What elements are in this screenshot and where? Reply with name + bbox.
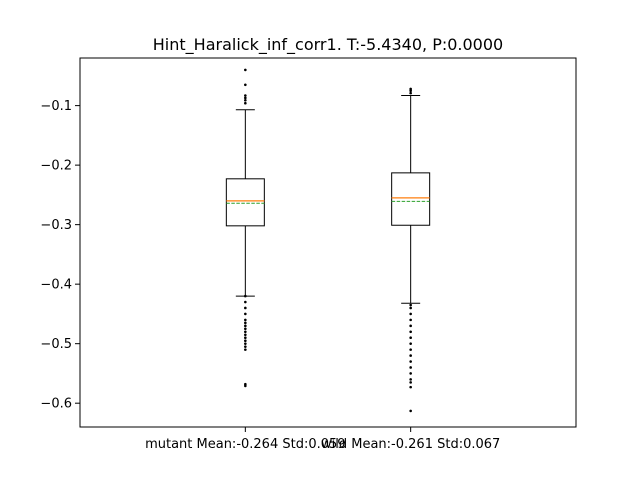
outlier-point <box>244 345 247 348</box>
outlier-point <box>244 306 247 310</box>
outlier-point <box>244 384 247 388</box>
outlier-point <box>409 330 412 334</box>
outlier-point <box>244 339 247 343</box>
outlier-point <box>409 89 412 93</box>
outlier-point <box>244 348 247 351</box>
y-tick-label: −0.3 <box>40 218 72 233</box>
outlier-point <box>409 381 412 384</box>
outlier-point <box>409 348 412 351</box>
y-tick-label: −0.6 <box>40 397 72 412</box>
outlier-point <box>244 318 247 322</box>
outlier-point <box>409 303 412 307</box>
outlier-point <box>409 306 412 310</box>
outlier-point <box>409 318 412 322</box>
outlier-point <box>409 372 412 375</box>
outlier-point <box>244 330 247 334</box>
y-tick-label: −0.1 <box>40 99 72 114</box>
outlier-point <box>244 101 247 105</box>
outlier-point <box>409 336 412 340</box>
y-tick-label: −0.4 <box>40 278 72 293</box>
outlier-point <box>409 342 412 345</box>
outlier-point <box>244 382 247 386</box>
outlier-point <box>244 321 247 325</box>
plot-area: −0.1 −0.2 −0.3 −0.4 −0.5 −0.6 mutant Mean:-0.2… <box>40 68 500 452</box>
outlier-point <box>409 354 412 357</box>
chart-title: Hint_Haralick_inf_corr1. T:-5.4340, P:0.… <box>153 35 503 55</box>
outlier-point <box>409 360 412 363</box>
iqr-box <box>225 178 265 227</box>
outlier-point <box>244 300 247 304</box>
outlier-point <box>244 94 247 97</box>
outlier-point <box>409 378 412 381</box>
y-tick-label: −0.5 <box>40 337 72 352</box>
outlier-point <box>244 98 247 102</box>
outlier-point <box>409 409 412 413</box>
outlier-point <box>409 91 412 95</box>
outlier-point <box>409 324 412 328</box>
outlier-point <box>244 96 247 100</box>
outlier-point <box>409 312 412 316</box>
outlier-point <box>244 83 247 87</box>
outlier-point <box>244 333 247 337</box>
outlier-point <box>409 385 412 389</box>
outlier-point <box>244 294 247 298</box>
outlier-point <box>244 324 247 328</box>
outlier-point <box>244 312 247 316</box>
iqr-box <box>391 172 431 226</box>
outlier-point <box>409 366 412 369</box>
outlier-point <box>244 68 247 72</box>
outlier-point <box>244 327 247 331</box>
x-category-label: mutant Mean:-0.264 Std:0.059 <box>145 437 345 452</box>
x-category-label: wild Mean:-0.261 Std:0.067 <box>321 437 500 452</box>
outlier-point <box>244 336 247 340</box>
outlier-point <box>244 342 247 345</box>
y-tick-label: −0.2 <box>40 159 72 174</box>
outlier-point <box>409 87 412 91</box>
axes-frame <box>79 57 577 428</box>
